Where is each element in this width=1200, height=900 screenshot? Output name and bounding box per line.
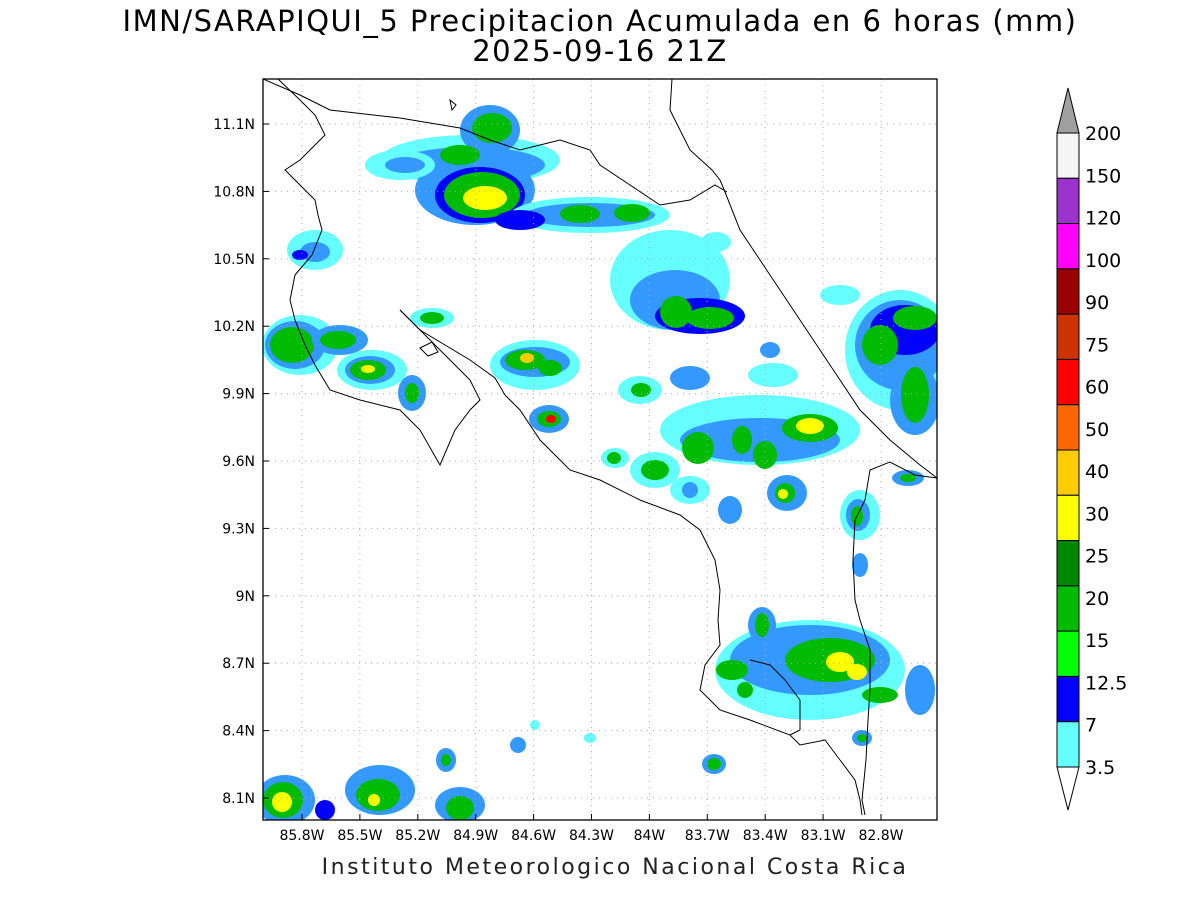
x-tick-label: 85.5W [337, 828, 382, 844]
colorbar-label: 90 [1085, 292, 1109, 314]
y-tick-label: 10.5N [213, 252, 255, 268]
colorbar-label: 100 [1085, 250, 1121, 272]
colorbar-segment [1056, 675, 1080, 723]
lake-outline [419, 341, 439, 357]
osa-peninsula [749, 659, 801, 736]
colorbar-segment [1056, 721, 1080, 768]
rain-cell [287, 230, 343, 270]
colorbar-segment [1056, 404, 1080, 451]
rain-cell [820, 285, 937, 486]
rain-cell [495, 197, 670, 233]
rain-cell [263, 765, 485, 820]
rain-cell [610, 230, 745, 334]
colorbar-segment [1056, 494, 1080, 542]
north-lake [449, 98, 457, 112]
colorbar-segment [1056, 630, 1080, 677]
rain-cell [436, 720, 726, 774]
y-tick-label: 10.2N [213, 319, 255, 335]
colorbar-segment [1056, 268, 1080, 315]
nicaragua-border [263, 79, 728, 206]
map-frame [262, 78, 938, 821]
colorbar-label: 12.5 [1085, 672, 1127, 694]
map-subtitle-datetime: 2025-09-16 21Z [472, 34, 728, 68]
x-tick-label: 85.2W [395, 828, 440, 844]
colorbar-bottom-arrow [1056, 766, 1080, 811]
rain-cell [660, 342, 860, 524]
y-axis-ticks: 11.1N 10.8N 10.5N 10.2N 9.9N 9.6N 9.3N 9N 8.7N 8.… [213, 117, 269, 807]
map-title: IMN/SARAPIQUI_5 Precipitacion Acumulada … [122, 4, 1078, 38]
colorbar-segment [1056, 585, 1080, 632]
colorbar-segment [1056, 449, 1080, 496]
rain-cell [263, 308, 454, 411]
coastlines-and-borders [263, 79, 937, 816]
colorbar-segment [1056, 132, 1080, 179]
colorbar-label: 20 [1085, 588, 1109, 610]
x-tick-label: 84.6W [511, 828, 556, 844]
precipitation-field [263, 105, 937, 820]
x-tick-label: 83.4W [743, 828, 788, 844]
colorbar-label: 3.5 [1085, 757, 1115, 779]
colorbar-label: 120 [1085, 208, 1121, 230]
colorbar-label: 60 [1085, 377, 1109, 399]
rain-cell [601, 376, 710, 504]
rain-cell [715, 607, 935, 746]
precipitation-colorbar: 200 150 120 100 90 75 60 50 40 30 25 20 15 12.5 7 3.5 [1056, 87, 1127, 811]
rain-cell [490, 340, 580, 433]
y-tick-label: 9.9N [222, 387, 255, 403]
x-tick-label: 82.8W [858, 828, 903, 844]
colorbar-label: 200 [1085, 123, 1121, 145]
y-tick-label: 9.3N [222, 521, 255, 537]
colorbar-label: 25 [1085, 546, 1109, 568]
x-tick-label: 85.8W [279, 828, 324, 844]
colorbar-label: 15 [1085, 630, 1109, 652]
colorbar-label: 50 [1085, 419, 1109, 441]
x-axis-ticks: 85.8W 85.5W 85.2W 84.9W 84.6W 84.3W 84W 83.7W 83… [279, 814, 904, 844]
colorbar-label: 150 [1085, 165, 1121, 187]
y-tick-label: 8.1N [222, 791, 255, 807]
y-tick-label: 9N [236, 589, 255, 605]
y-tick-label: 11.1N [213, 117, 255, 133]
y-tick-label: 9.6N [222, 454, 255, 470]
colorbar-segment [1056, 223, 1080, 270]
colorbar-top-arrow [1056, 87, 1080, 134]
panama-border [852, 461, 937, 816]
x-tick-label: 84W [634, 828, 666, 844]
colorbar-segment [1056, 177, 1080, 225]
colorbar-segment [1056, 540, 1080, 587]
x-tick-label: 83.7W [685, 828, 730, 844]
x-tick-label: 84.9W [453, 828, 498, 844]
caribbean-coast [669, 79, 937, 479]
rain-cell [365, 150, 435, 180]
colorbar-label: 75 [1085, 334, 1109, 356]
colorbar-label: 30 [1085, 503, 1109, 525]
colorbar-label: 7 [1085, 715, 1097, 737]
colorbar-segment [1056, 313, 1080, 360]
colorbar-label: 40 [1085, 461, 1109, 483]
pacific-coast-north [277, 79, 481, 467]
map-gridlines [263, 79, 937, 820]
x-tick-label: 83.1W [801, 828, 846, 844]
footer-credit: Instituto Meteorologico Nacional Costa R… [321, 855, 909, 880]
x-tick-label: 84.3W [569, 828, 614, 844]
nicoya-gulf [399, 309, 863, 816]
y-tick-label: 8.4N [222, 724, 255, 740]
colorbar-segment [1056, 358, 1080, 406]
y-tick-label: 10.8N [213, 184, 255, 200]
y-tick-label: 8.7N [222, 656, 255, 672]
